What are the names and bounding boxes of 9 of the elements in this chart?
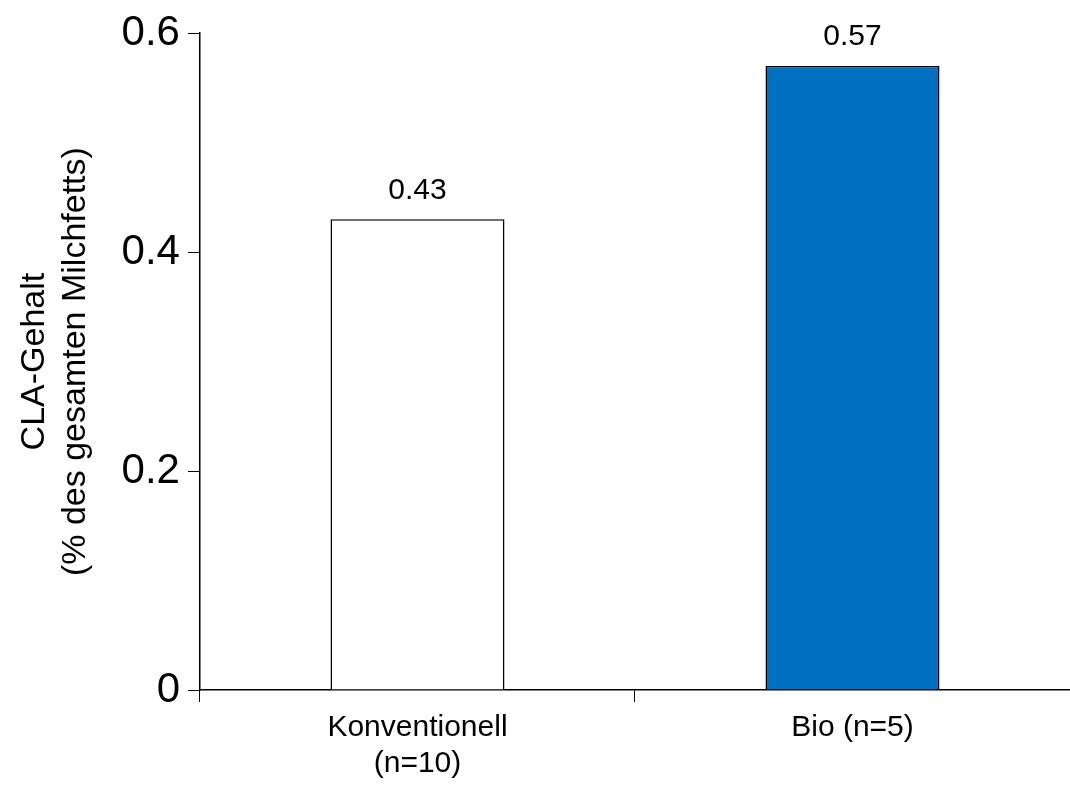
data-label: 0.43 <box>388 171 447 205</box>
y-axis-title: CLA-Gehalt (% des gesamten Milchfetts) <box>12 147 92 577</box>
data-label: 0.57 <box>823 18 882 52</box>
x-tick-label: Konventionell (n=10) <box>327 709 508 779</box>
y-tick-label: 0.2 <box>121 444 180 492</box>
y-tick-label: 0 <box>156 663 180 711</box>
y-tick-label: 0.4 <box>121 225 180 273</box>
y-tick-label: 0.6 <box>121 6 180 54</box>
x-tick-label: Bio (n=5) <box>791 709 914 743</box>
